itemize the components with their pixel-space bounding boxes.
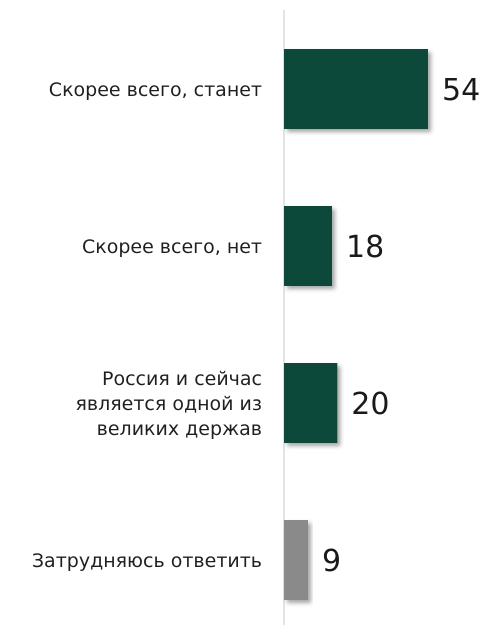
category-label: Скорее всего, станет [49,79,262,101]
bar [284,363,338,443]
category-label: Скорее всего, нет [82,236,262,258]
bars-group [284,49,428,600]
value-label: 54 [442,73,480,108]
bar [284,206,332,286]
category-label-line: Скорее всего, нет [82,236,262,258]
category-label-line: великих держав [97,418,262,440]
category-labels-group: Скорее всего, станет Скорее всего, нет Рос… [32,79,262,572]
bar [284,520,308,600]
value-label: 9 [322,544,341,579]
category-label: Россия и сейчас является одной из великих … [75,368,262,440]
value-label: 18 [346,230,384,265]
bar [284,49,428,129]
value-labels-group: 54 18 20 9 [322,73,480,579]
category-label-line: Затрудняюсь ответить [32,550,262,572]
value-label: 20 [351,387,389,422]
category-label-line: Скорее всего, станет [49,79,262,101]
category-label-line: является одной из [75,393,262,415]
category-label: Затрудняюсь ответить [32,550,262,572]
category-label-line: Россия и сейчас [102,368,262,390]
